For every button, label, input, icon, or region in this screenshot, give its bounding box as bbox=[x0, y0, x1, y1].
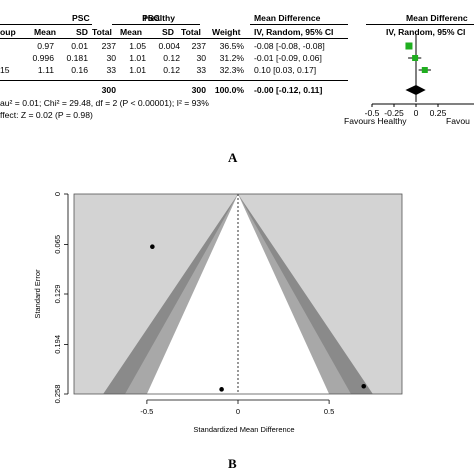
funnel-x-tick-label: 0.5 bbox=[324, 407, 334, 416]
total1-sum: 300 bbox=[101, 85, 116, 95]
funnel-y-tick-label: 0.194 bbox=[53, 335, 62, 354]
study-point bbox=[361, 383, 367, 389]
panel-label-b: B bbox=[228, 456, 237, 471]
mean2-value: 1.01 bbox=[129, 53, 146, 63]
md-plot-ci-col-header: IV, Random, 95% Cl bbox=[386, 27, 466, 37]
study-square bbox=[412, 55, 419, 61]
study-square bbox=[421, 67, 428, 73]
total2-sum: 300 bbox=[191, 85, 206, 95]
sd1-value: 0.16 bbox=[71, 65, 88, 75]
sd2-value: 0.12 bbox=[163, 65, 180, 75]
forest-x-tick-label: 0.25 bbox=[430, 108, 447, 118]
total2-value: 30 bbox=[196, 53, 206, 63]
sd1-col-header: SD bbox=[76, 27, 88, 37]
forest-plot: -0.5 -0.25 0 0.25 bbox=[365, 34, 474, 118]
mean2-value: 1.05 bbox=[129, 41, 146, 51]
study-col-header: oup bbox=[0, 27, 16, 37]
healthy-header: Healthy bbox=[144, 13, 176, 23]
total2-value: 237 bbox=[191, 41, 206, 51]
funnel-y-tick-label: 0.258 bbox=[53, 385, 62, 404]
md-plot-header: Mean Differenc bbox=[406, 13, 468, 23]
total1-value: 33 bbox=[106, 65, 116, 75]
favours-psc-label: Favou bbox=[446, 116, 470, 126]
panel-label-a: A bbox=[228, 150, 238, 165]
body-rule bbox=[0, 80, 348, 81]
forest-x-tick-label: -0.5 bbox=[365, 108, 380, 118]
psc-header: PSC bbox=[72, 13, 90, 23]
weight-value: 31.2% bbox=[219, 53, 244, 63]
mean2-col-header: Mean bbox=[120, 27, 142, 37]
healthy-header-rule bbox=[112, 24, 200, 25]
funnel-y-tick-label: 0.065 bbox=[53, 235, 62, 254]
funnel-y-axis-title: Standard Error bbox=[33, 269, 42, 319]
weight-sum: 100.0% bbox=[214, 85, 244, 95]
md-ci-overall: -0.00 [-0.12, 0.11] bbox=[254, 85, 323, 95]
total1-value: 30 bbox=[106, 53, 116, 63]
study-name: 15 bbox=[0, 65, 10, 75]
mean1-col-header: Mean bbox=[34, 27, 56, 37]
md-ci-col-header: IV, Random, 95% CI bbox=[254, 27, 334, 37]
total2-value: 33 bbox=[196, 65, 206, 75]
heterogeneity-text: au² = 0.01; Chi² = 29.48, df = 2 (P < 0.… bbox=[0, 98, 209, 108]
funnel-plot: 0 0.065 0.129 0.194 0.258 -0.5 0 0.5 Standardize… bbox=[33, 192, 403, 434]
mean1-value: 1.11 bbox=[37, 65, 54, 75]
overall-diamond bbox=[405, 85, 426, 95]
mean1-value: 0.996 bbox=[32, 53, 54, 63]
weight-value: 36.5% bbox=[219, 41, 244, 51]
sd2-value: 0.004 bbox=[158, 41, 180, 51]
favours-healthy-label: Favours Healthy bbox=[344, 116, 407, 126]
funnel-frame bbox=[73, 193, 403, 395]
funnel-x-tick-label: 0 bbox=[236, 407, 240, 416]
weight-col-header: Weight bbox=[212, 27, 241, 37]
weight-value: 32.3% bbox=[219, 65, 244, 75]
sd2-col-header: SD bbox=[162, 27, 174, 37]
md-plot-header-rule bbox=[366, 24, 474, 25]
forest-x-tick-label: 0 bbox=[414, 108, 419, 118]
funnel-x-axis-title: Standardized Mean Difference bbox=[193, 425, 294, 434]
total2-col-header: Total bbox=[181, 27, 201, 37]
sd2-value: 0.12 bbox=[163, 53, 180, 63]
funnel-y-tick-label: 0.129 bbox=[53, 285, 62, 304]
sd1-value: 0.01 bbox=[71, 41, 88, 51]
study-point bbox=[150, 244, 155, 250]
md-ci-value: 0.10 [0.03, 0.17] bbox=[254, 65, 317, 75]
md-header-rule bbox=[250, 24, 348, 25]
column-header-rule bbox=[0, 38, 348, 39]
funnel-x-tick-label: -0.5 bbox=[140, 407, 153, 416]
mean2-value: 1.01 bbox=[129, 65, 146, 75]
psc-header-rule bbox=[0, 24, 92, 25]
total1-col-header: Total bbox=[92, 27, 112, 37]
mean1-value: 0.97 bbox=[37, 41, 54, 51]
study-square bbox=[405, 42, 413, 50]
overall-effect-text: ffect: Z = 0.02 (P = 0.98) bbox=[0, 110, 93, 120]
psc-group-header: PSC bbox=[142, 13, 160, 23]
total1-value: 237 bbox=[101, 41, 116, 51]
md-ci-value: -0.01 [-0.09, 0.06] bbox=[254, 53, 322, 63]
md-header: Mean Difference bbox=[254, 13, 321, 23]
md-ci-value: -0.08 [-0.08, -0.08] bbox=[254, 41, 325, 51]
forest-x-tick-label: -0.25 bbox=[384, 108, 404, 118]
sd1-value: 0.181 bbox=[66, 53, 88, 63]
study-point bbox=[219, 387, 224, 392]
funnel-y-tick-label: 0 bbox=[53, 192, 62, 196]
